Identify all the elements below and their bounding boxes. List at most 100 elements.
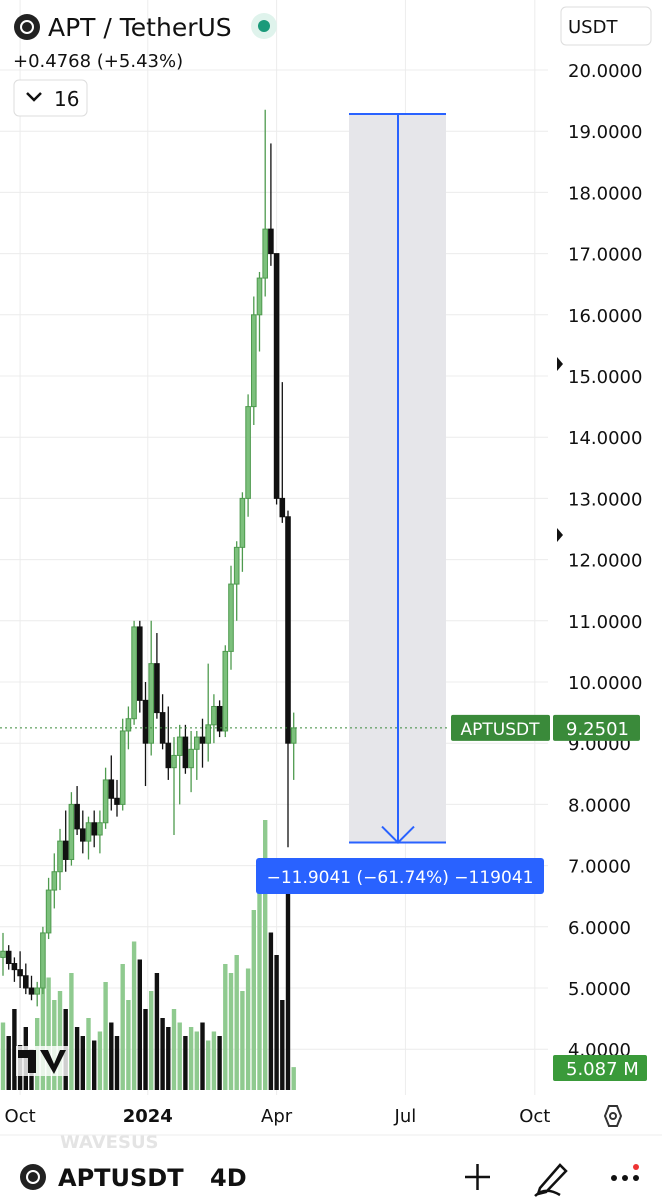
candle-body (285, 516, 291, 744)
volume-bar (188, 1027, 194, 1090)
volume-bar (46, 977, 51, 1090)
y-tick-label: 16.0000 (568, 306, 642, 327)
candle-body (23, 975, 29, 989)
volume-bar (217, 1036, 222, 1090)
volume-bar (97, 1031, 103, 1090)
volume-bar (160, 1018, 165, 1090)
volume-bar (0, 1022, 6, 1090)
currency-button[interactable] (560, 6, 652, 46)
volume-bar (120, 964, 125, 1090)
candle-body (176, 736, 183, 756)
settings-button[interactable] (603, 1105, 623, 1127)
change: +0.4768 (+5.43%) (13, 51, 183, 72)
arrow-head (381, 825, 415, 844)
x-tick-label: Jul (394, 1106, 417, 1127)
candle-body (57, 840, 63, 873)
candle-body (85, 822, 92, 842)
volume-bar (285, 869, 291, 1090)
volume-bar (251, 910, 256, 1090)
volume-bar (12, 1009, 17, 1090)
symbol-tag-text: APTUSDT (461, 720, 541, 740)
candle-body (228, 583, 234, 652)
x-tick-label: 2024 (123, 1106, 173, 1127)
more-button[interactable] (611, 1164, 639, 1181)
candle-body (233, 546, 240, 585)
volume-bar (171, 1009, 177, 1090)
candle-body (45, 889, 52, 934)
watermark: WAVESUS (60, 1132, 159, 1153)
y-tick-label: 11.0000 (568, 612, 642, 633)
dot (611, 1175, 617, 1181)
candle-body (211, 705, 217, 726)
volume-bar (103, 982, 108, 1090)
arrow-marker (557, 528, 563, 542)
y-tick-label: 20.0000 (568, 61, 642, 82)
volume-bar (200, 1022, 205, 1090)
y-tick-label: 8.0000 (568, 795, 631, 816)
x-tick-label: Oct (519, 1106, 550, 1127)
candle-body (28, 987, 35, 995)
notice-dot (633, 1164, 639, 1170)
candle-body (148, 663, 154, 744)
y-tick-label: 14.0000 (568, 428, 642, 449)
volume-bar (109, 1022, 114, 1090)
y-tick-label: 15.0000 (568, 367, 642, 388)
volume-bar (274, 955, 279, 1090)
y-tick-label: 17.0000 (568, 245, 642, 266)
candle-body (108, 779, 115, 799)
candle-body (262, 228, 268, 279)
volume-bar (206, 1040, 211, 1090)
indicator-count: 16 (54, 87, 79, 111)
status-dot (258, 20, 270, 32)
chevron (26, 92, 42, 102)
volume-bar (92, 1040, 97, 1090)
candle-body (239, 497, 246, 548)
volume-bar (86, 1018, 91, 1090)
volume-bar (291, 1067, 296, 1090)
draw-button[interactable] (534, 1163, 568, 1197)
volume-bar (228, 973, 234, 1090)
y-tick-label: 18.0000 (568, 183, 642, 204)
candle-body (80, 828, 86, 842)
volume-bar (223, 964, 228, 1090)
volume-bar (240, 991, 245, 1090)
volume-bar (263, 820, 268, 1090)
candle-body (17, 969, 23, 977)
candle-body (273, 253, 280, 499)
currency: USDT (568, 17, 618, 38)
indicator-toggle[interactable] (13, 79, 88, 117)
volume-bar (149, 991, 154, 1090)
candle-body (131, 626, 137, 720)
candle-body (251, 314, 257, 408)
volume-bar (69, 973, 74, 1090)
candle-body (125, 718, 132, 732)
candle-body (40, 932, 46, 989)
candle-body (62, 840, 69, 860)
candle-body (102, 779, 109, 824)
dot (622, 1175, 628, 1181)
candle-body (165, 742, 172, 769)
footer-symbol[interactable]: APTUSDT (58, 1164, 184, 1192)
candle-body (97, 822, 103, 836)
volume-bar (257, 887, 262, 1090)
y-tick-label: 5.0000 (568, 979, 631, 1000)
add-button[interactable] (465, 1164, 490, 1190)
footer-logo (20, 1164, 46, 1190)
candle-body (290, 727, 297, 744)
volume-bar (131, 941, 137, 1090)
volume-bar (268, 932, 274, 1090)
footer-interval[interactable]: 4D (210, 1164, 247, 1192)
price-tag-text: 9.2501 (566, 719, 629, 740)
candle-body (268, 228, 274, 255)
volume-bar (57, 991, 63, 1090)
candle-body (119, 730, 126, 805)
measure-label: −11.9041 (−61.74%) −119041 (267, 868, 534, 888)
candle-body (154, 663, 160, 714)
candle-body (205, 724, 211, 744)
volume-bar (183, 1036, 188, 1090)
candle-body (11, 963, 18, 971)
x-tick-label: Oct (5, 1106, 36, 1127)
volume-bar (143, 1009, 148, 1090)
